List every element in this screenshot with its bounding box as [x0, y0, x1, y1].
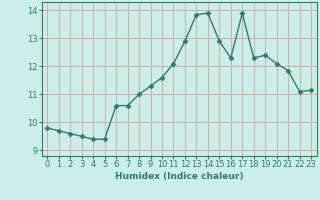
X-axis label: Humidex (Indice chaleur): Humidex (Indice chaleur): [115, 172, 244, 181]
